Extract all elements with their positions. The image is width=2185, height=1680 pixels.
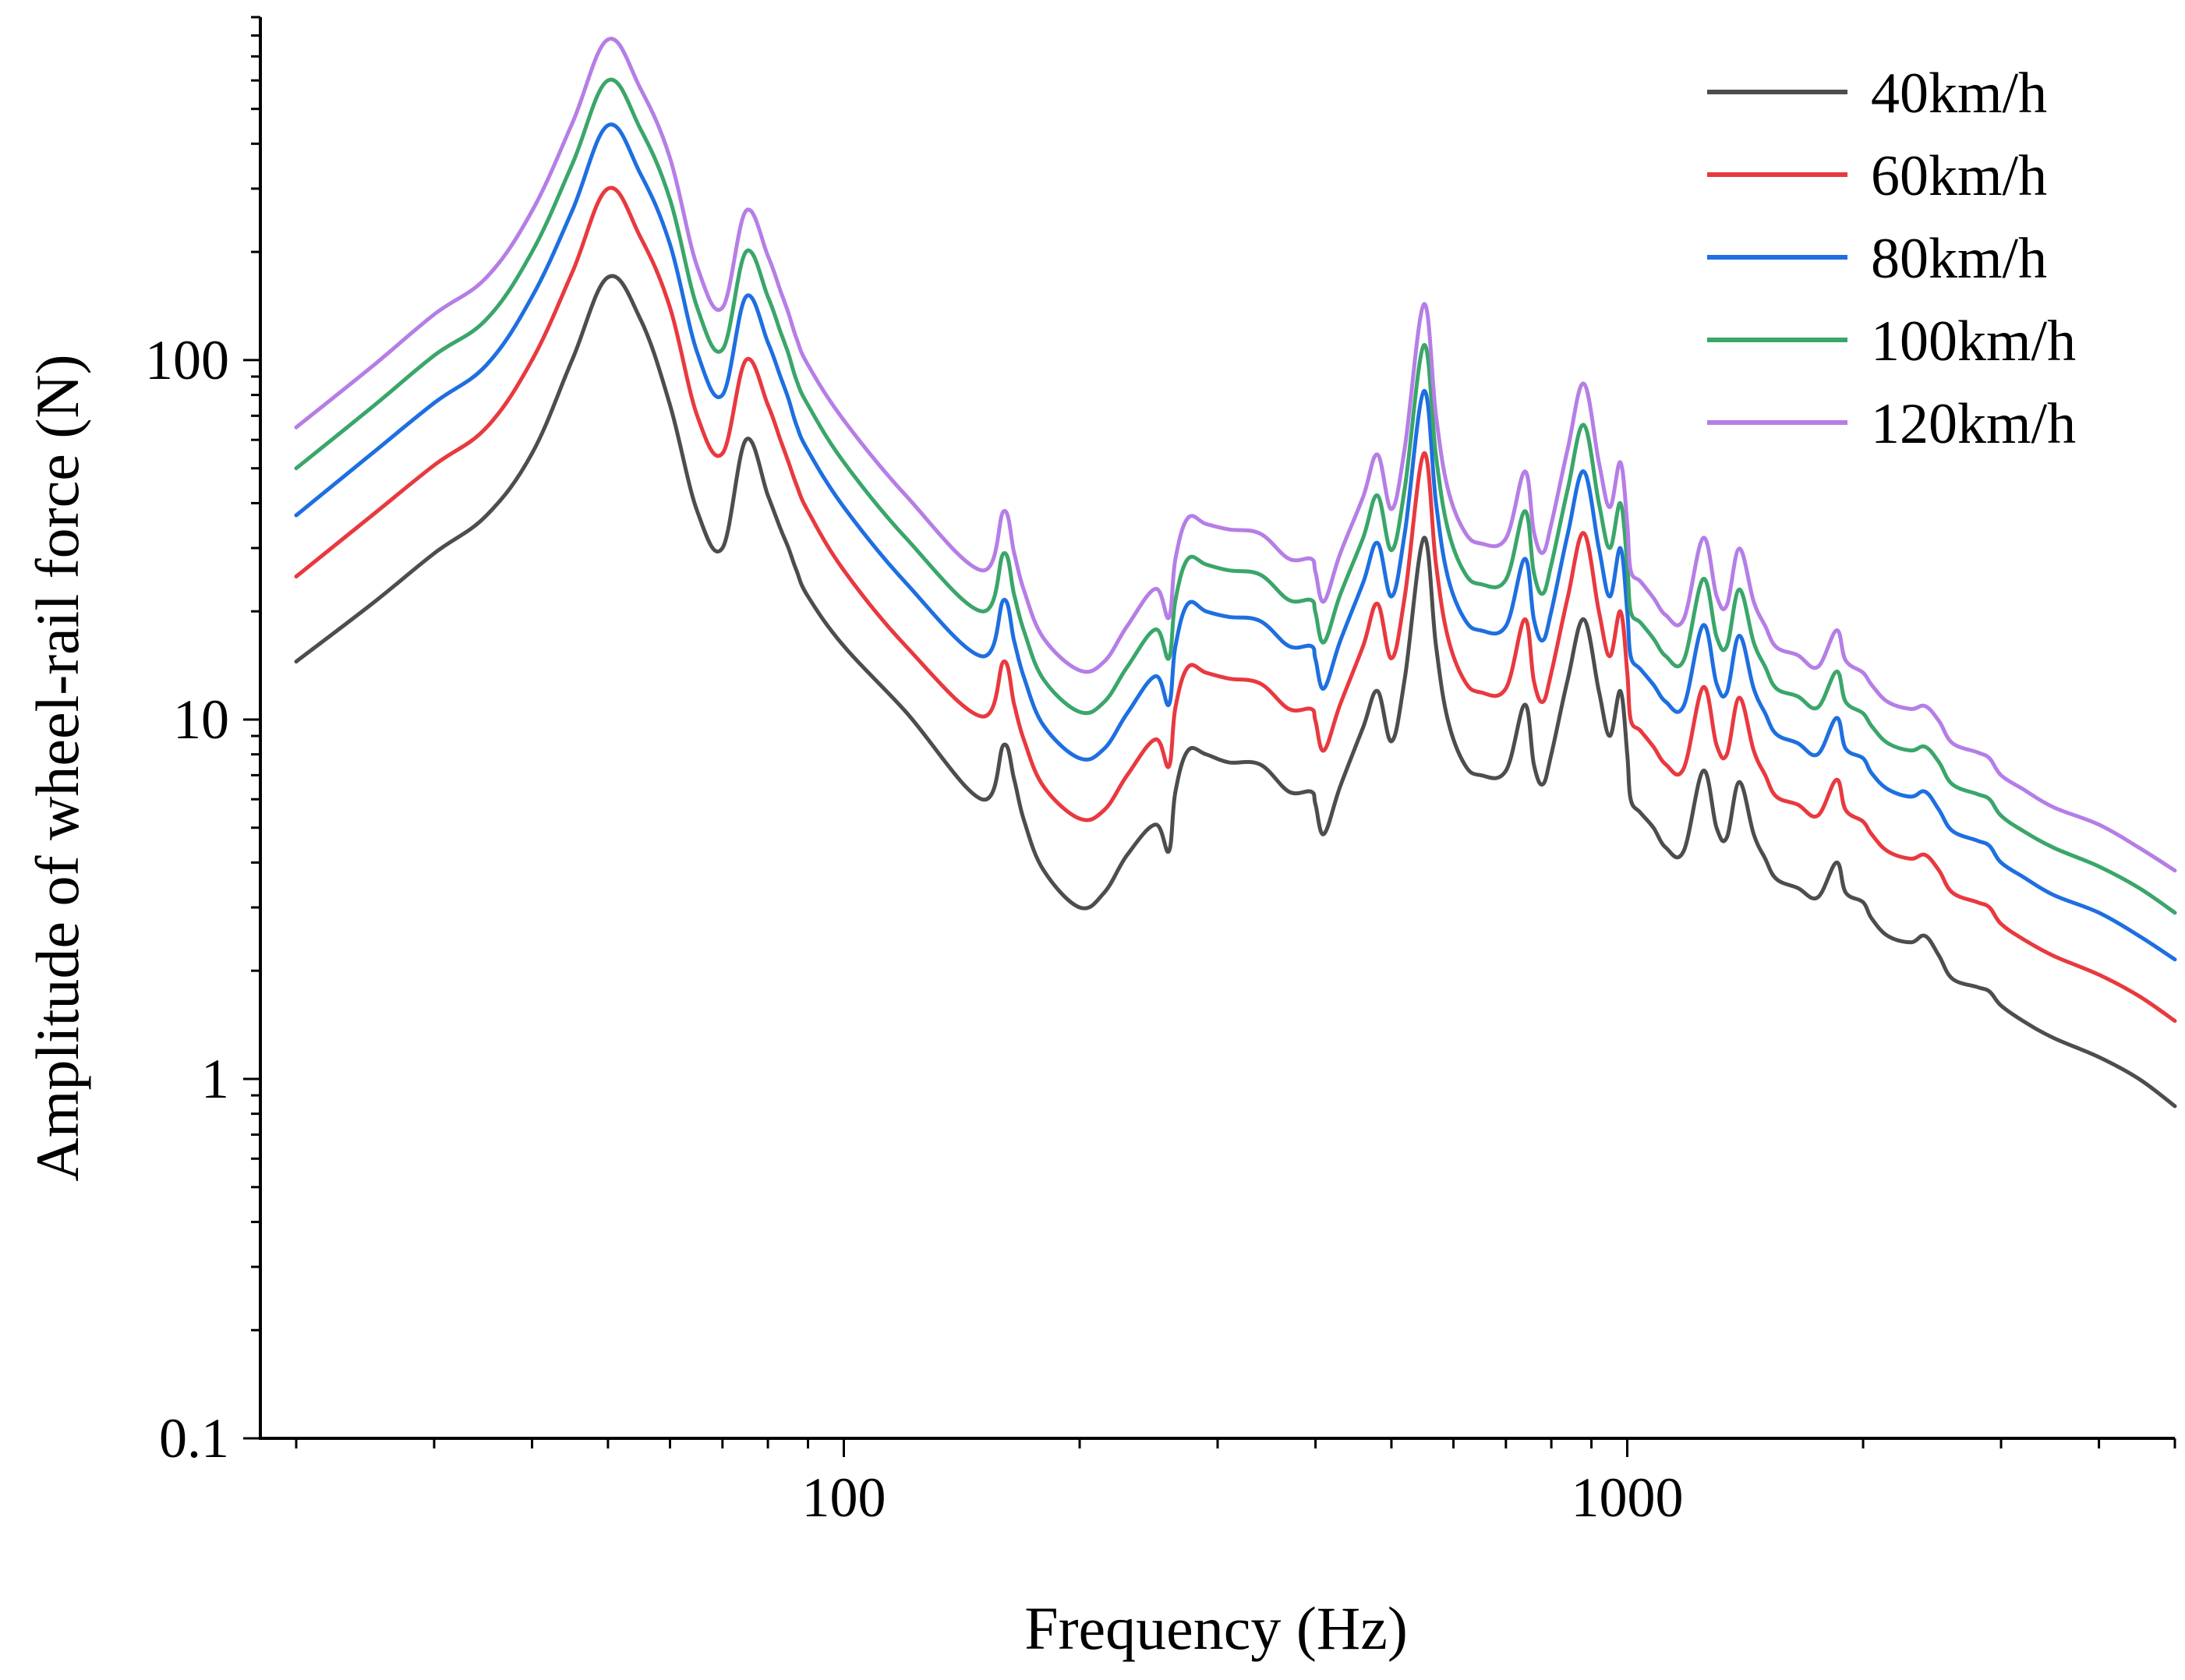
y-axis-title: Amplitude of wheel-rail force (N)	[23, 354, 91, 1181]
series-line-40km-per-h	[294, 274, 2177, 1109]
series-line-60km-per-h	[294, 186, 2177, 1024]
axes-layer: 0.1 1 10 100 100 1000	[145, 16, 2176, 1529]
y-tick-label: 10	[173, 688, 229, 751]
series-line-100km-per-h	[294, 77, 2177, 915]
legend-label-60km-per-h: 60km/h	[1871, 144, 2047, 208]
x-tick-label: 100	[801, 1466, 886, 1529]
series-line-80km-per-h	[294, 122, 2177, 962]
legend-label-100km-per-h: 100km/h	[1871, 309, 2076, 373]
legend-label-40km-per-h: 40km/h	[1871, 62, 2047, 126]
series-layer	[294, 37, 2177, 1109]
legend: 40km/h 60km/h 80km/h 100km/h 120km/h	[1707, 62, 2076, 456]
y-tick-label: 1	[201, 1048, 229, 1110]
y-tick-label: 0.1	[159, 1407, 229, 1470]
legend-label-120km-per-h: 120km/h	[1871, 392, 2076, 456]
legend-label-80km-per-h: 80km/h	[1871, 227, 2047, 291]
y-tick-label: 100	[145, 329, 229, 391]
x-tick-label: 1000	[1572, 1466, 1684, 1529]
series-line-120km-per-h	[294, 37, 2177, 873]
x-axis-title: Frequency (Hz)	[1024, 1594, 1408, 1662]
